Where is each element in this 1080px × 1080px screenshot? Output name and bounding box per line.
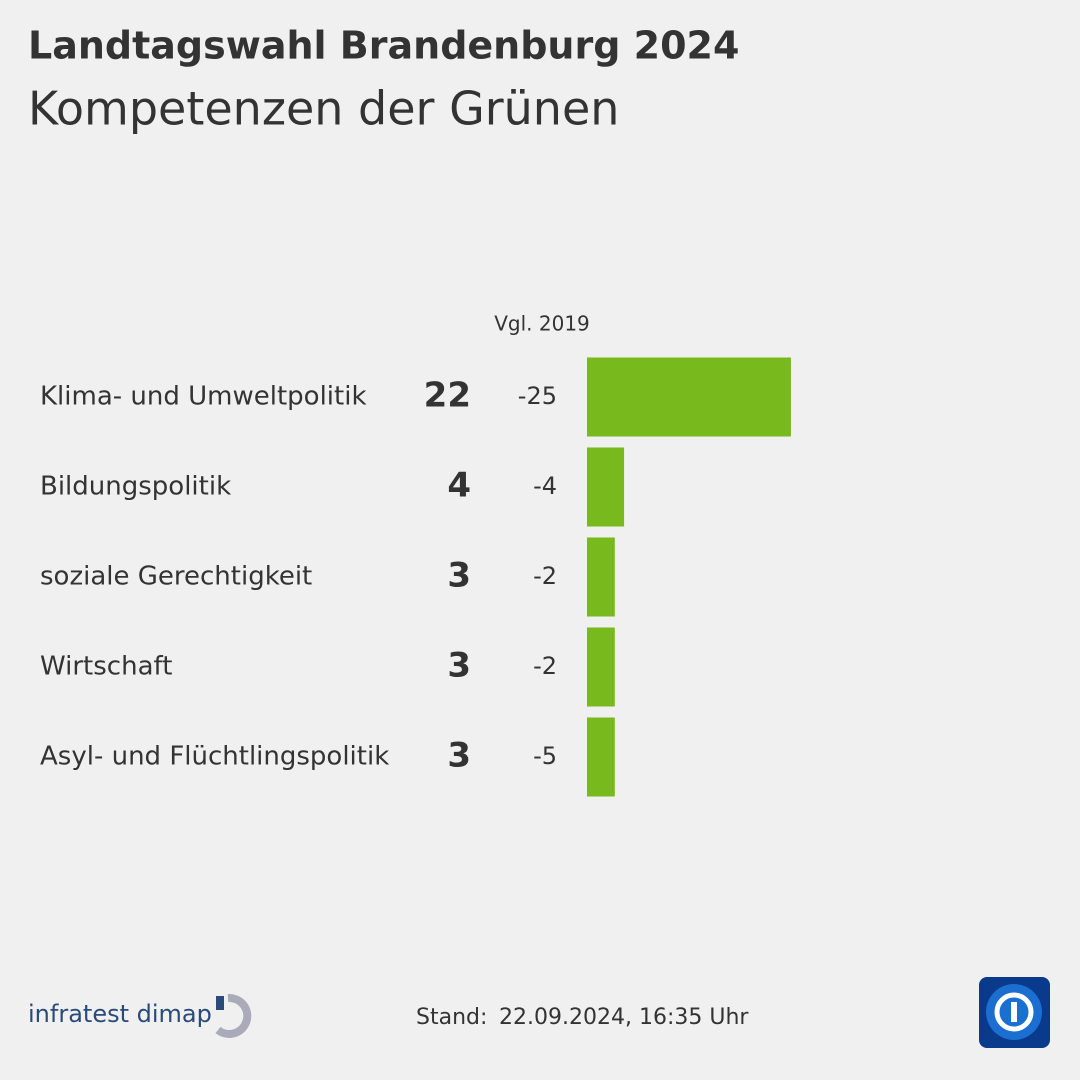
source-logo-mark: [215, 993, 252, 1038]
value-label: 4: [447, 466, 471, 506]
chart-title: Landtagswahl Brandenburg 2024: [28, 24, 739, 68]
bar: [587, 717, 615, 797]
value-label: 3: [447, 646, 471, 686]
comparison-value: -2: [533, 562, 557, 590]
comparison-value: -25: [518, 382, 557, 410]
chart-subtitle: Kompetenzen der Grünen: [28, 82, 619, 136]
comparison-header: Vgl. 2019: [494, 312, 590, 336]
category-label: Wirtschaft: [40, 652, 172, 682]
category-label: Klima- und Umweltpolitik: [40, 382, 367, 412]
value-label: 3: [447, 736, 471, 776]
stand-label: Stand:: [416, 1005, 487, 1030]
bar: [587, 357, 791, 437]
stand-date: 22.09.2024, 16:35 Uhr: [499, 1005, 749, 1030]
bar: [587, 627, 615, 707]
broadcaster-logo: [979, 977, 1050, 1048]
comparison-value: -5: [533, 742, 557, 770]
bar: [587, 537, 615, 617]
category-label: Asyl- und Flüchtlingspolitik: [40, 742, 389, 772]
comparison-value: -2: [533, 652, 557, 680]
value-label: 3: [447, 556, 471, 596]
value-label: 22: [424, 376, 471, 416]
comparison-value: -4: [533, 472, 557, 500]
category-label: Bildungspolitik: [40, 472, 231, 502]
source-logo: infratest dimap: [28, 1000, 212, 1028]
category-label: soziale Gerechtigkeit: [40, 562, 312, 592]
bar: [587, 447, 625, 527]
